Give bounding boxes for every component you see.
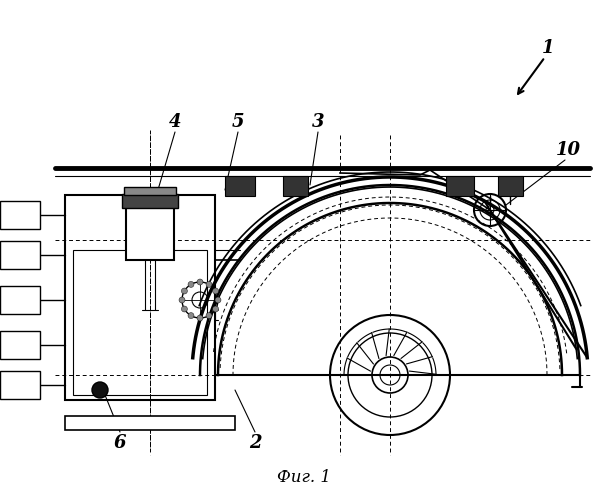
Circle shape (215, 297, 221, 303)
Circle shape (213, 288, 219, 294)
Text: Фиг. 1: Фиг. 1 (277, 470, 331, 487)
Circle shape (213, 306, 219, 312)
Circle shape (197, 279, 203, 285)
Bar (0, 241, 40, 269)
Text: 6: 6 (114, 434, 126, 452)
Circle shape (92, 382, 108, 398)
Bar (446, 176, 474, 196)
Bar (0, 286, 40, 314)
Text: 5: 5 (232, 113, 244, 131)
Circle shape (181, 306, 187, 312)
Bar (0, 371, 40, 399)
Circle shape (197, 315, 203, 321)
Circle shape (188, 281, 194, 287)
Bar (124, 187, 176, 195)
Text: 2: 2 (249, 434, 261, 452)
Text: 10: 10 (556, 141, 581, 159)
Bar (0, 201, 40, 229)
Circle shape (181, 288, 187, 294)
Bar (0, 331, 40, 359)
Bar (65, 195, 215, 400)
Bar (122, 194, 178, 208)
Text: 1: 1 (542, 39, 554, 57)
Bar (65, 416, 235, 430)
Circle shape (188, 312, 194, 318)
Text: 3: 3 (312, 113, 324, 131)
Text: 4: 4 (169, 113, 181, 131)
Bar (73, 250, 207, 395)
Bar (498, 176, 523, 196)
Circle shape (206, 281, 212, 287)
Circle shape (206, 312, 212, 318)
Bar (225, 176, 255, 196)
Circle shape (179, 297, 185, 303)
Bar (126, 198, 174, 260)
Bar (283, 176, 308, 196)
